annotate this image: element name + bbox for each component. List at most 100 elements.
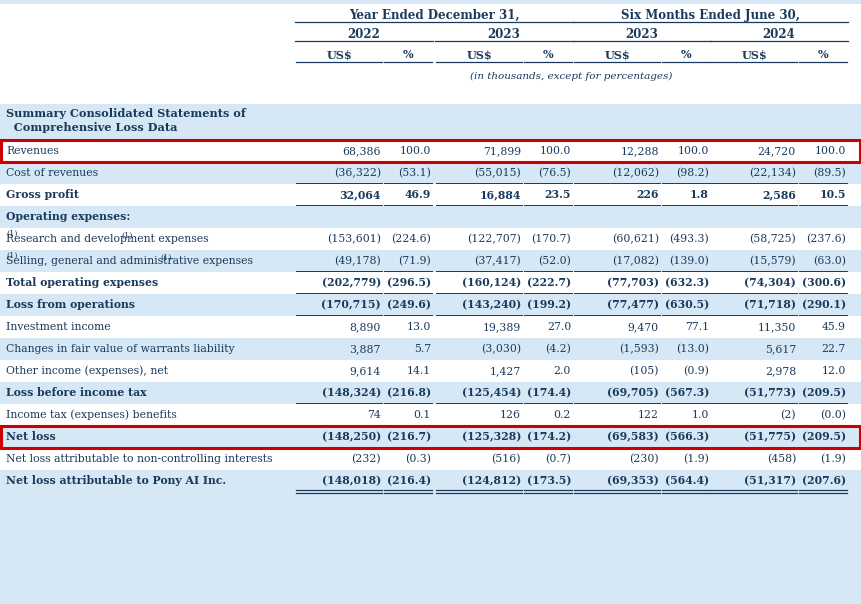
Text: Gross profit: Gross profit: [6, 190, 79, 201]
Text: 1.8: 1.8: [691, 190, 709, 201]
Text: (17,082): (17,082): [612, 256, 659, 266]
Text: (143,240): (143,240): [461, 300, 521, 310]
Bar: [0, 338, 861, 360]
Text: (174.4): (174.4): [527, 388, 571, 399]
Text: (458): (458): [766, 454, 796, 464]
Text: (22,134): (22,134): [749, 168, 796, 178]
Text: 19,389: 19,389: [483, 322, 521, 332]
Text: (216.7): (216.7): [387, 431, 431, 443]
Text: (1): (1): [121, 232, 133, 240]
Text: 2,586: 2,586: [762, 190, 796, 201]
Bar: [0, 228, 861, 250]
Text: (209.5): (209.5): [802, 388, 846, 399]
Bar: [0, 470, 861, 492]
Text: 122: 122: [638, 410, 659, 420]
Text: (76.5): (76.5): [538, 168, 571, 178]
Text: 23.5: 23.5: [544, 190, 571, 201]
Text: 2024: 2024: [763, 28, 796, 40]
Text: (71,718): (71,718): [744, 300, 796, 310]
Text: %: %: [542, 50, 554, 60]
Bar: [0, 272, 861, 294]
Text: 32,064: 32,064: [339, 190, 381, 201]
Text: 100.0: 100.0: [678, 146, 709, 156]
Text: Year Ended December 31,: Year Ended December 31,: [349, 8, 519, 22]
Text: (249.6): (249.6): [387, 300, 431, 310]
Text: 126: 126: [500, 410, 521, 420]
Text: 100.0: 100.0: [815, 146, 846, 156]
Text: (139.0): (139.0): [669, 256, 709, 266]
Text: US$: US$: [604, 50, 629, 60]
Bar: [0, 316, 861, 338]
Text: (12,062): (12,062): [612, 168, 659, 178]
Text: (69,705): (69,705): [607, 388, 659, 399]
Text: 100.0: 100.0: [400, 146, 431, 156]
Text: 10.5: 10.5: [820, 190, 846, 201]
Text: (632.3): (632.3): [665, 277, 709, 289]
Text: (0.3): (0.3): [405, 454, 431, 464]
Text: (0.7): (0.7): [545, 454, 571, 464]
Text: (98.2): (98.2): [676, 168, 709, 178]
Text: (3,030): (3,030): [481, 344, 521, 354]
Bar: [0, 250, 861, 272]
Text: 1,427: 1,427: [490, 366, 521, 376]
Text: (125,454): (125,454): [461, 388, 521, 399]
Text: 1.0: 1.0: [691, 410, 709, 420]
Text: (170.7): (170.7): [531, 234, 571, 244]
Text: (173.5): (173.5): [526, 475, 571, 486]
Text: (148,324): (148,324): [322, 388, 381, 399]
Text: 9,614: 9,614: [350, 366, 381, 376]
Text: (2): (2): [780, 410, 796, 420]
Bar: [1, 140, 860, 162]
Text: (125,328): (125,328): [461, 431, 521, 443]
Text: 2,978: 2,978: [765, 366, 796, 376]
Text: (170,715): (170,715): [321, 300, 381, 310]
Text: (0.9): (0.9): [683, 366, 709, 376]
Bar: [0, 294, 861, 316]
Text: 16,884: 16,884: [480, 190, 521, 201]
Text: Loss from operations: Loss from operations: [6, 300, 135, 310]
Text: (232): (232): [351, 454, 381, 464]
Text: (160,124): (160,124): [461, 277, 521, 289]
Text: (1): (1): [6, 230, 17, 237]
Text: 71,899: 71,899: [483, 146, 521, 156]
Bar: [0, 382, 861, 404]
Text: (37,417): (37,417): [474, 256, 521, 266]
Text: Research and development expenses: Research and development expenses: [6, 234, 208, 244]
Text: (216.4): (216.4): [387, 475, 431, 486]
Text: 68,386: 68,386: [343, 146, 381, 156]
Text: (230): (230): [629, 454, 659, 464]
Text: Revenues: Revenues: [6, 146, 59, 156]
Bar: [0, 140, 861, 162]
Text: (122,707): (122,707): [468, 234, 521, 244]
Text: 8,890: 8,890: [350, 322, 381, 332]
Text: (216.8): (216.8): [387, 388, 431, 399]
Text: (124,812): (124,812): [461, 475, 521, 486]
Text: (52.0): (52.0): [538, 256, 571, 266]
Bar: [1, 426, 860, 448]
Text: Operating expenses:: Operating expenses:: [6, 211, 130, 222]
Text: (74,304): (74,304): [744, 277, 796, 289]
Text: (199.2): (199.2): [527, 300, 571, 310]
Text: 13.0: 13.0: [406, 322, 431, 332]
Text: (105): (105): [629, 366, 659, 376]
Text: 9,470: 9,470: [628, 322, 659, 332]
Text: Investment income: Investment income: [6, 322, 110, 332]
Text: (148,250): (148,250): [322, 431, 381, 443]
Text: (in thousands, except for percentages): (in thousands, except for percentages): [470, 71, 672, 80]
Text: (202,779): (202,779): [322, 277, 381, 289]
Text: 2022: 2022: [348, 28, 381, 40]
Text: 100.0: 100.0: [540, 146, 571, 156]
Bar: [0, 206, 861, 228]
Bar: [0, 448, 861, 470]
Text: (1.9): (1.9): [683, 454, 709, 464]
Bar: [0, 162, 861, 184]
Text: (71.9): (71.9): [399, 256, 431, 266]
Text: 11,350: 11,350: [758, 322, 796, 332]
Text: (174.2): (174.2): [527, 431, 571, 443]
Text: (51,773): (51,773): [744, 388, 796, 399]
Text: (300.6): (300.6): [802, 277, 846, 289]
Text: (207.6): (207.6): [802, 475, 846, 486]
Text: (1): (1): [160, 254, 172, 262]
Text: Changes in fair value of warrants liability: Changes in fair value of warrants liabil…: [6, 344, 235, 354]
Text: 77.1: 77.1: [684, 322, 709, 332]
